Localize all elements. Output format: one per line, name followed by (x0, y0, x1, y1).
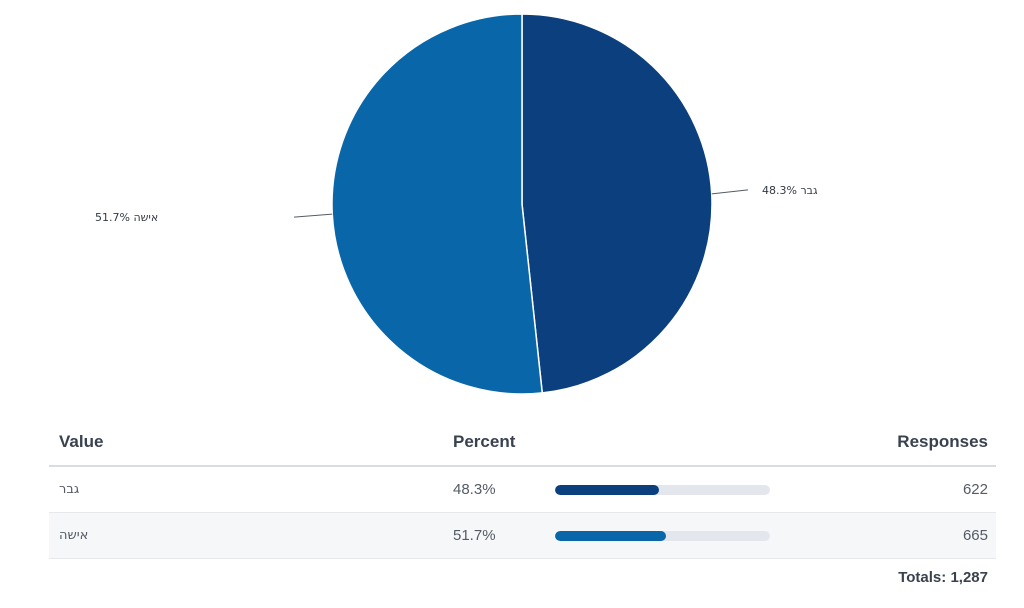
row-value: אישה (59, 528, 89, 543)
pie-slice (331, 13, 544, 395)
header-responses: Responses (897, 432, 988, 451)
pie-slice-label: 48.3% גבר (762, 184, 818, 197)
pie-slice (521, 13, 713, 394)
percent-bar (555, 531, 770, 541)
percent-bar-fill (555, 531, 667, 541)
pie-slice-label: 51.7% אישה (95, 211, 158, 224)
results-table: Value Percent Responses גבר 48.3% 622 אי… (49, 420, 996, 559)
header-value: Value (59, 432, 104, 451)
row-responses: 665 (962, 527, 988, 544)
table-header: Value Percent Responses (49, 420, 996, 467)
totals-label: Totals: (898, 569, 947, 586)
percent-bar (555, 485, 770, 495)
row-percent: 51.7% (453, 527, 496, 544)
row-responses: 622 (962, 481, 988, 498)
header-percent: Percent (453, 432, 516, 451)
pie-chart: 48.3% גבר 51.7% אישה (95, 13, 818, 395)
table-row: אישה 51.7% 665 (49, 513, 996, 559)
row-percent: 48.3% (453, 481, 496, 498)
row-value: גבר (59, 482, 80, 497)
pie-leader-line (293, 213, 333, 218)
table-row: גבר 48.3% 622 (49, 467, 996, 513)
pie-leader-line (711, 189, 749, 195)
totals: Totals: 1,287 (898, 569, 988, 586)
percent-bar-fill (555, 485, 659, 495)
totals-value: 1,287 (950, 569, 988, 586)
